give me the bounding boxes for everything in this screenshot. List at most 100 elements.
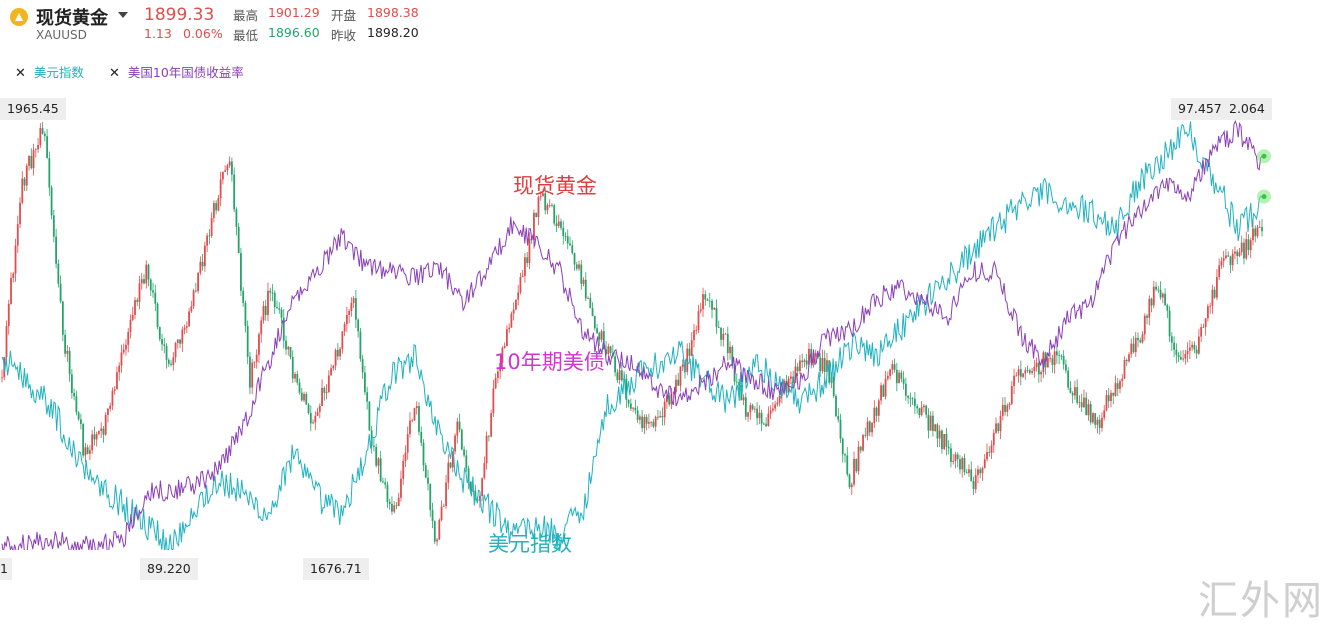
gold-candle-body: [1227, 255, 1230, 257]
gold-candle-body: [663, 401, 666, 418]
gold-candle-body: [539, 196, 542, 198]
gold-candle-body: [702, 294, 704, 310]
gold-candle-body: [981, 467, 984, 474]
gold-candle-body: [61, 301, 64, 335]
gold-candle-body: [866, 421, 869, 436]
gold-candle-body: [172, 357, 175, 365]
gold-candle-body: [332, 365, 335, 369]
chevron-down-icon[interactable]: [118, 12, 128, 18]
gold-candle-body: [66, 350, 69, 354]
gold-candle-body: [1103, 410, 1106, 418]
gold-candle-body: [1110, 392, 1112, 402]
gold-candle-body: [16, 224, 19, 246]
gold-candle-body: [77, 412, 80, 420]
gold-candle-body: [107, 408, 109, 415]
gold-candle-body: [575, 264, 578, 269]
gold-candle-body: [1161, 293, 1164, 298]
gold-candle-body: [609, 346, 612, 353]
gold-candle-body: [1078, 402, 1081, 404]
gold-candle-body: [720, 327, 722, 340]
gold-candle-body: [625, 378, 628, 400]
gold-candle-body: [708, 300, 711, 302]
gold-candle-body: [1141, 334, 1144, 343]
gold-candle-body: [1015, 375, 1018, 377]
gold-candle-body: [231, 161, 233, 175]
gold-candle-body: [1128, 354, 1130, 362]
gold-candle-body: [64, 334, 67, 354]
gold-candle-body: [519, 277, 522, 293]
gold-candle-body: [57, 263, 60, 284]
gold-candle-body: [729, 346, 731, 354]
gold-candle-body: [551, 205, 553, 206]
gold-candle-body: [1193, 344, 1196, 350]
gold-candle-body: [19, 202, 21, 225]
gold-candle-body: [305, 393, 308, 405]
gold-candle-body: [1243, 242, 1245, 259]
gold-candle-body: [900, 372, 903, 379]
gold-candle-body: [197, 272, 200, 292]
gold-candle-body: [402, 460, 405, 479]
overlay-chart[interactable]: [0, 90, 1290, 550]
gold-candle-body: [316, 411, 319, 416]
gold-candle-body: [589, 298, 592, 309]
gold-candle-body: [84, 447, 87, 456]
gold-candle-body: [330, 368, 332, 376]
gold-candle-body: [986, 451, 988, 460]
gold-candle-body: [1137, 337, 1139, 341]
gold-candle-body: [1125, 360, 1128, 362]
gold-candle-body: [738, 382, 740, 386]
gold-candle-body: [713, 307, 716, 310]
gold-candle-body: [138, 283, 141, 302]
gold-candle-body: [679, 366, 682, 386]
gold-candle-body: [1022, 373, 1024, 377]
close-icon[interactable]: ✕: [15, 66, 26, 81]
gold-candle-body: [877, 400, 880, 416]
legend-tag-usd-index[interactable]: ✕ 美元指数: [15, 62, 84, 81]
gold-candle-body: [1017, 369, 1020, 376]
gold-candle-body: [1229, 256, 1232, 266]
gold-candle-body: [100, 428, 103, 431]
gold-candle-body: [1, 377, 3, 379]
gold-candle-body: [129, 319, 132, 332]
gold-candle-body: [350, 302, 353, 311]
gold-candle-body: [596, 328, 598, 334]
gold-candle-body: [393, 505, 396, 512]
gold-candle-body: [799, 360, 801, 372]
gold-candle-body: [111, 390, 114, 406]
gold-candle-body: [456, 421, 459, 436]
gold-candle-body: [875, 407, 878, 416]
gold-candle-body: [1175, 349, 1178, 356]
gold-candle-body: [424, 465, 427, 478]
gold-candle-body: [722, 333, 725, 340]
gold-candle-body: [131, 314, 134, 320]
gold-candle-body: [298, 382, 301, 393]
gold-candle-body: [235, 209, 238, 227]
gold-candle-body: [492, 388, 495, 414]
gold-candle-body: [501, 347, 504, 363]
gold-candle-body: [289, 346, 292, 357]
gold-candle-body: [690, 340, 693, 356]
gold-candle-body: [5, 326, 8, 358]
gold-candle-body: [792, 376, 795, 383]
gold-candle-body: [1256, 227, 1259, 237]
gold-candle-body: [1123, 360, 1126, 379]
legend-tag-us10y[interactable]: ✕ 美国10年国债收益率: [109, 62, 244, 81]
gold-candle-body: [10, 277, 12, 304]
gold-candle-body: [857, 446, 860, 472]
gold-candle-body: [814, 353, 817, 357]
gold-candle-body: [1132, 343, 1135, 353]
gold-candle-body: [176, 339, 179, 343]
gold-candle-body: [48, 158, 51, 188]
gold-candle-body: [469, 481, 472, 492]
gold-candle-body: [1191, 344, 1194, 348]
gold-candle-body: [648, 422, 650, 424]
gold-candle-body: [925, 405, 928, 415]
gold-candle-body: [1139, 340, 1142, 343]
gold-candle-body: [717, 327, 720, 328]
legend-tag-label: 美国10年国债收益率: [127, 65, 244, 80]
low-label: 最低: [233, 28, 259, 43]
symbol-name[interactable]: 现货黄金: [36, 8, 108, 29]
gold-candle-body: [348, 310, 351, 316]
close-icon[interactable]: ✕: [109, 66, 120, 81]
gold-candle-body: [769, 410, 772, 414]
